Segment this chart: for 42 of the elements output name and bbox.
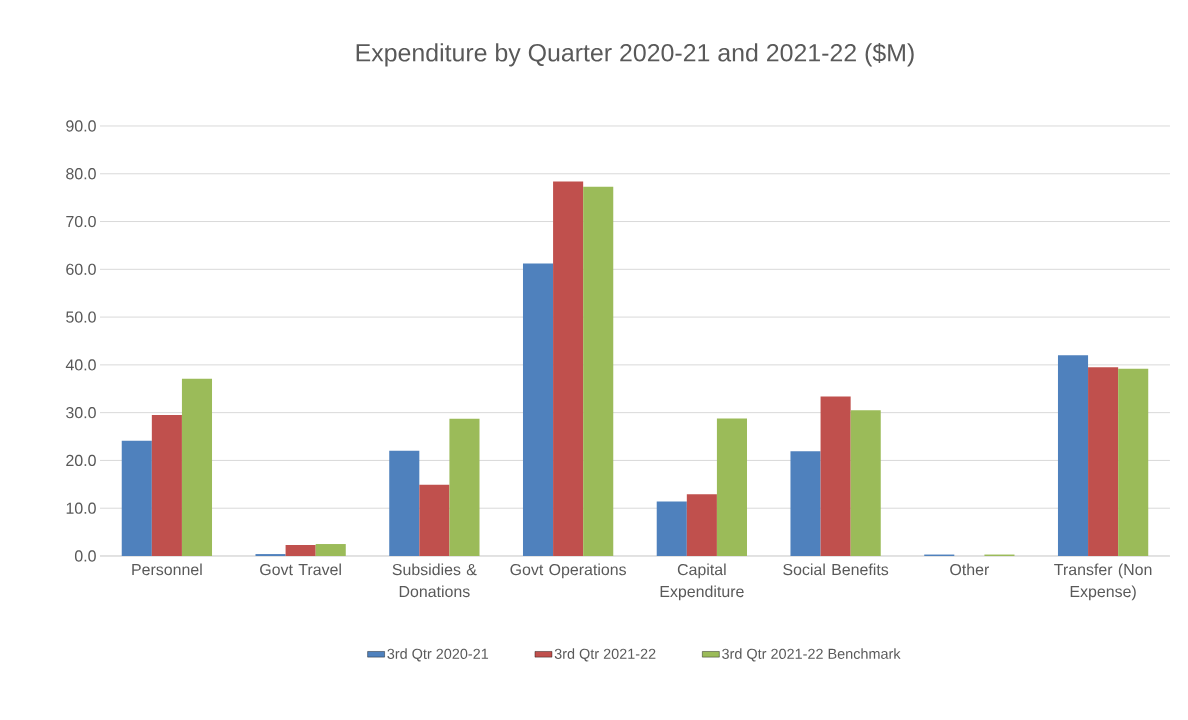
y-tick-label: 60.0 — [66, 263, 96, 275]
y-tick-label: 70.0 — [66, 215, 96, 228]
bar — [583, 186, 614, 556]
bar — [389, 450, 420, 556]
x-tick-label: Transfer (Non Expense) — [1054, 563, 1152, 601]
x-tick-label: Social Benefits — [783, 563, 889, 576]
x-tick-label: Govt Operations — [510, 563, 626, 579]
y-tick-label: 20.0 — [66, 454, 96, 467]
bar — [121, 440, 152, 556]
x-tick-label: Capital Expenditure — [660, 563, 744, 601]
y-tick-label: 40.0 — [65, 359, 96, 371]
bar — [656, 501, 687, 556]
bar — [315, 544, 346, 556]
bar — [790, 451, 821, 556]
bar — [716, 418, 748, 556]
bar — [1057, 355, 1089, 556]
x-tick-label: Other — [950, 563, 990, 576]
bar — [686, 494, 717, 556]
y-tick-label: 0.0 — [74, 550, 96, 562]
chart-title: Expenditure by Quarter 2020-21 and 2021-22 ($M) — [356, 42, 914, 67]
legend-label: 3rd Qtr 2021-22 Benchmark — [722, 648, 901, 662]
bar — [1118, 368, 1149, 556]
bar — [151, 415, 182, 556]
bar — [419, 484, 450, 556]
x-tick-label: Govt Travel — [260, 563, 341, 576]
bar — [449, 418, 480, 556]
x-tick-label: Personnel — [132, 563, 202, 576]
y-tick-label: 50.0 — [66, 311, 96, 323]
bar — [1088, 367, 1119, 556]
bar — [850, 410, 881, 556]
y-tick-label: 30.0 — [66, 407, 96, 419]
y-tick-label: 90.0 — [66, 120, 96, 132]
bar — [820, 396, 851, 556]
bar — [285, 545, 316, 556]
bar — [553, 181, 584, 556]
y-tick-label: 10.0 — [66, 502, 96, 514]
legend-label: 3rd Qtr 2020-21 — [387, 648, 489, 662]
bar — [522, 263, 554, 556]
bar — [181, 378, 213, 556]
x-tick-label: Subsidies & Donations — [392, 563, 477, 598]
legend-label: 3rd Qtr 2021-22 — [554, 648, 656, 662]
y-tick-label: 80.0 — [66, 168, 96, 180]
